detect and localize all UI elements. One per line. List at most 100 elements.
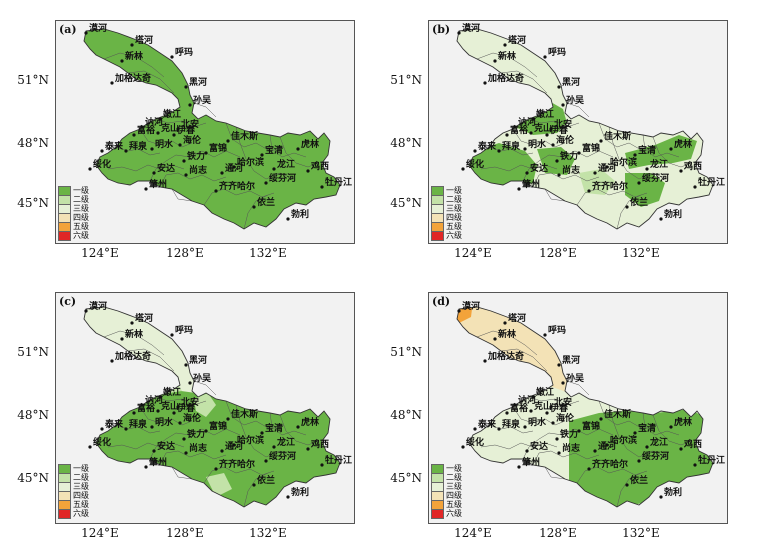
city-marker bbox=[124, 427, 128, 431]
city-label: 呼玛 bbox=[548, 324, 566, 336]
legend-label: 六级 bbox=[73, 231, 89, 240]
city-marker bbox=[220, 449, 224, 453]
city-marker bbox=[529, 409, 533, 413]
county-boundary bbox=[203, 466, 275, 484]
city-marker bbox=[226, 417, 230, 421]
city-marker bbox=[120, 337, 124, 341]
county-boundary bbox=[103, 330, 165, 356]
city-label: 伊春 bbox=[176, 402, 196, 414]
county-boundary bbox=[652, 414, 692, 446]
city-label: 尚志 bbox=[562, 442, 580, 454]
county-boundary bbox=[512, 128, 566, 148]
county-boundary bbox=[488, 146, 534, 156]
lat-label: 48°N bbox=[390, 408, 422, 422]
city-marker bbox=[120, 59, 124, 63]
legend-label: 二级 bbox=[73, 195, 89, 204]
lat-label: 48°N bbox=[390, 136, 422, 150]
city-label: 铁力 bbox=[187, 150, 205, 162]
city-marker bbox=[523, 425, 527, 429]
city-marker bbox=[645, 167, 649, 171]
city-label: 齐齐哈尔 bbox=[219, 458, 255, 470]
city-marker bbox=[286, 495, 290, 499]
city-marker bbox=[517, 187, 521, 191]
legend-label: 四级 bbox=[446, 213, 462, 222]
city-label: 齐齐哈尔 bbox=[592, 180, 628, 192]
city-label: 漠河 bbox=[462, 300, 480, 312]
city-marker bbox=[170, 333, 174, 337]
county-boundary bbox=[642, 412, 680, 436]
city-marker bbox=[306, 169, 310, 173]
city-label: 呼玛 bbox=[175, 46, 193, 58]
city-marker bbox=[100, 149, 104, 153]
lat-label: 48°N bbox=[17, 136, 49, 150]
county-boundary bbox=[512, 406, 566, 426]
city-label: 讷河 bbox=[145, 116, 163, 128]
city-label: 依兰 bbox=[257, 474, 275, 486]
risk-zone bbox=[625, 173, 665, 207]
city-marker bbox=[557, 173, 561, 177]
city-label: 佳木斯 bbox=[231, 408, 258, 420]
city-marker bbox=[587, 467, 591, 471]
city-marker bbox=[306, 447, 310, 451]
city-marker bbox=[561, 103, 565, 107]
city-marker bbox=[461, 167, 465, 171]
county-boundary bbox=[522, 428, 614, 460]
city-label: 新林 bbox=[125, 328, 144, 340]
county-boundary bbox=[544, 188, 566, 202]
county-boundary bbox=[235, 404, 295, 458]
city-label: 通河 bbox=[598, 162, 616, 174]
city-label: 牡丹江 bbox=[325, 454, 352, 466]
city-marker bbox=[184, 173, 188, 177]
county-boundary bbox=[115, 146, 161, 156]
city-label: 拜泉 bbox=[502, 418, 521, 430]
county-boundary bbox=[171, 466, 193, 480]
city-label: 漠河 bbox=[462, 22, 480, 34]
city-label: 通河 bbox=[225, 440, 243, 452]
panel-label: (c) bbox=[59, 295, 77, 308]
city-label: 嫩江 bbox=[163, 386, 181, 398]
city-marker bbox=[587, 189, 591, 193]
city-label: 拜泉 bbox=[129, 140, 148, 152]
city-marker bbox=[150, 147, 154, 151]
legend-label: 四级 bbox=[73, 213, 89, 222]
county-boundary bbox=[532, 450, 600, 466]
city-label: 尚志 bbox=[189, 442, 207, 454]
lon-label: 124°E bbox=[454, 246, 492, 260]
city-marker bbox=[531, 395, 535, 399]
legend-label: 二级 bbox=[446, 195, 462, 204]
city-label: 鸡西 bbox=[683, 438, 702, 450]
city-marker bbox=[152, 171, 156, 175]
city-label: 鸡西 bbox=[310, 160, 329, 172]
county-boundary bbox=[598, 400, 658, 430]
city-label: 肇州 bbox=[149, 456, 167, 468]
lat-label: 51°N bbox=[390, 345, 422, 359]
city-marker bbox=[232, 443, 236, 447]
county-boundary bbox=[103, 52, 165, 78]
city-marker bbox=[260, 153, 264, 157]
city-marker bbox=[130, 321, 134, 325]
city-label: 讷河 bbox=[145, 394, 163, 406]
city-marker bbox=[88, 167, 92, 171]
city-label: 孙吴 bbox=[193, 94, 212, 106]
city-marker bbox=[296, 425, 300, 429]
county-boundary bbox=[107, 164, 185, 172]
county-boundary bbox=[544, 466, 566, 480]
lon-label: 132°E bbox=[249, 246, 287, 260]
city-label: 北安 bbox=[181, 396, 199, 408]
city-label: 虎林 bbox=[301, 138, 320, 150]
city-marker bbox=[272, 167, 276, 171]
city-label: 通河 bbox=[225, 162, 243, 174]
city-marker bbox=[483, 359, 487, 363]
panel-label: (d) bbox=[432, 295, 451, 308]
city-marker bbox=[605, 165, 609, 169]
legend-label: 三级 bbox=[446, 482, 462, 491]
city-label: 勃利 bbox=[664, 486, 682, 498]
city-marker bbox=[693, 463, 697, 467]
city-label: 宝清 bbox=[638, 422, 656, 434]
risk-zone bbox=[194, 393, 216, 417]
map-frame: 漠河 塔河 新林 呼玛 加格达奇 黑河 孙吴 嫩江 北安 富裕 克山 讷河 海伦 明水 泰来 拜泉 绥化 伊春 铁力… bbox=[55, 292, 355, 524]
city-marker bbox=[669, 147, 673, 151]
city-marker bbox=[555, 437, 559, 441]
map-panel-c: 漠河 塔河 新林 呼玛 加格达奇 黑河 孙吴 嫩江 北安 富裕 克山 讷河 海伦 明水 泰来 拜泉 绥化 伊春 铁力… bbox=[0, 278, 370, 552]
city-label: 漠河 bbox=[89, 22, 107, 34]
